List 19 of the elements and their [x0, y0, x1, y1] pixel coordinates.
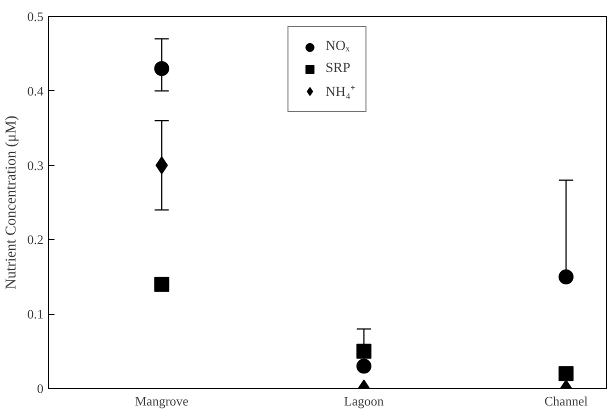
legend-label: NH₄⁺	[325, 84, 356, 101]
y-tick-label: 0.3	[27, 158, 44, 173]
point	[558, 269, 574, 284]
x-tick-label: Mangrove	[135, 394, 189, 408]
legend-label: NOₓ	[325, 39, 350, 55]
y-axis-title: Nutrient Concentration (μM)	[3, 116, 20, 290]
point	[154, 276, 170, 292]
y-tick-label: 0.2	[27, 232, 44, 248]
point	[558, 366, 574, 382]
y-tick-label: 0.1	[27, 306, 44, 322]
point	[356, 344, 372, 359]
point	[356, 358, 372, 374]
y-tick-label: 0.4	[27, 83, 44, 98]
y-tick-label: 0	[37, 381, 44, 396]
point	[154, 61, 170, 76]
y-tick-label: 0.5	[27, 9, 44, 24]
x-tick-label: Lagoon	[344, 394, 384, 408]
legend-label: SRP	[325, 61, 350, 77]
x-tick-label: Channel	[544, 394, 588, 408]
